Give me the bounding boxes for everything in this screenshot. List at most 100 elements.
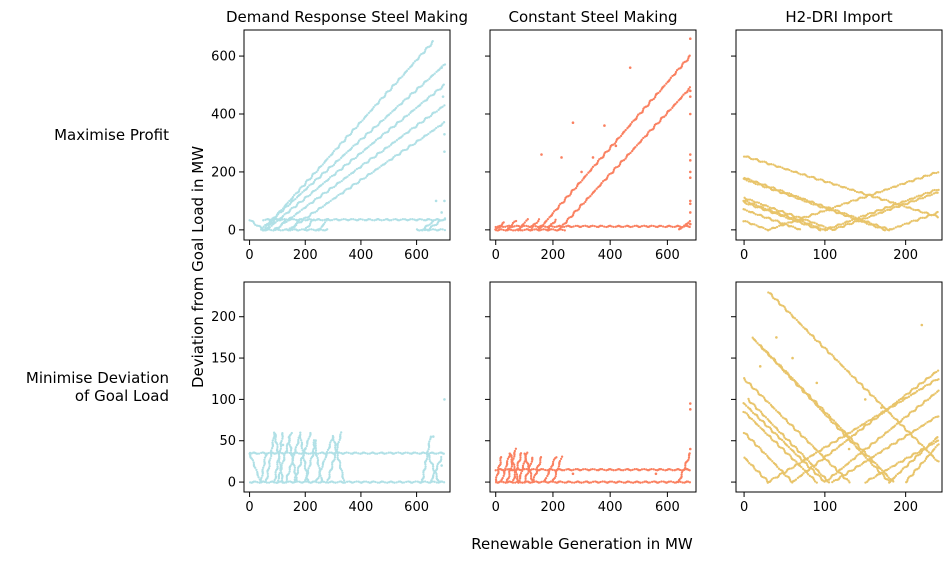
data-point (855, 431, 858, 435)
data-point (331, 164, 334, 168)
data-point (571, 121, 575, 124)
data-point (509, 228, 513, 231)
data-point (841, 430, 844, 433)
data-point (867, 455, 870, 458)
data-point (430, 479, 433, 482)
data-point (315, 454, 318, 458)
data-point (374, 139, 378, 142)
data-point (606, 176, 609, 179)
data-point (762, 226, 765, 230)
data-point (795, 215, 798, 218)
data-point (603, 225, 606, 228)
data-point (386, 146, 389, 149)
data-point (305, 205, 308, 208)
point-series-6 (742, 410, 818, 484)
data-point (916, 427, 919, 431)
data-point (766, 229, 770, 232)
data-point (428, 481, 432, 484)
data-point (340, 431, 343, 434)
data-point (378, 151, 381, 154)
data-point (845, 478, 849, 481)
data-point (842, 466, 845, 469)
data-point (431, 224, 434, 227)
data-point (639, 225, 642, 228)
data-point (382, 218, 386, 222)
data-point (910, 207, 913, 210)
data-point (527, 467, 530, 470)
data-point (499, 462, 502, 466)
point-series-12 (742, 199, 827, 231)
data-point (363, 162, 366, 165)
data-point (272, 220, 276, 223)
data-point (552, 460, 555, 463)
data-point (525, 219, 528, 222)
data-point (584, 200, 587, 204)
data-point (829, 477, 832, 480)
data-point (257, 452, 261, 455)
data-point (551, 212, 554, 215)
data-point (812, 469, 815, 472)
data-point (930, 213, 933, 217)
data-point (884, 209, 887, 212)
data-point (835, 183, 838, 186)
data-point (544, 468, 547, 472)
data-point (771, 460, 774, 463)
data-point (277, 453, 281, 456)
data-point (835, 447, 839, 450)
data-point (821, 206, 824, 209)
data-point (423, 480, 427, 483)
data-point (850, 434, 854, 438)
data-point (743, 178, 747, 181)
data-point (348, 173, 351, 177)
data-point (294, 223, 298, 227)
data-point (901, 399, 904, 402)
data-point (868, 193, 871, 197)
data-point (848, 222, 851, 226)
subplot-5: 0 200 400 600 (485, 281, 697, 515)
data-point (417, 139, 420, 142)
data-point (340, 218, 343, 221)
data-point (360, 164, 363, 168)
data-point (852, 199, 855, 202)
data-point (791, 225, 795, 228)
data-point (313, 179, 317, 182)
data-point (743, 378, 746, 381)
point-series-6 (505, 219, 518, 232)
data-point (315, 177, 318, 181)
data-point (688, 211, 692, 214)
data-point (833, 226, 836, 229)
data-point (793, 451, 796, 454)
data-point (298, 210, 302, 213)
y-tick-label: 0 (228, 223, 236, 238)
data-point (343, 189, 346, 192)
data-point (557, 465, 561, 468)
data-point (428, 77, 431, 80)
data-point (831, 206, 835, 210)
data-point (650, 480, 654, 484)
data-point (316, 459, 320, 462)
data-point (629, 481, 633, 484)
data-point (581, 468, 585, 471)
data-point (917, 404, 921, 408)
data-point (374, 480, 377, 484)
data-point (821, 210, 824, 213)
data-point (300, 439, 303, 442)
x-tick-label: 400 (598, 500, 623, 515)
data-point (297, 452, 301, 455)
data-point (413, 142, 416, 146)
data-point (868, 221, 871, 224)
data-point (435, 110, 438, 113)
point-series-10 (791, 369, 940, 483)
data-point (797, 219, 800, 223)
data-point (585, 173, 588, 176)
data-point (560, 156, 563, 159)
data-point (435, 466, 439, 470)
data-point (338, 438, 341, 442)
data-point (763, 430, 766, 433)
subplot-6: 0 100 200 (731, 281, 943, 515)
data-point (926, 191, 929, 195)
data-point (401, 75, 404, 78)
data-point (742, 199, 745, 203)
data-point (629, 469, 632, 472)
data-point (591, 156, 595, 159)
